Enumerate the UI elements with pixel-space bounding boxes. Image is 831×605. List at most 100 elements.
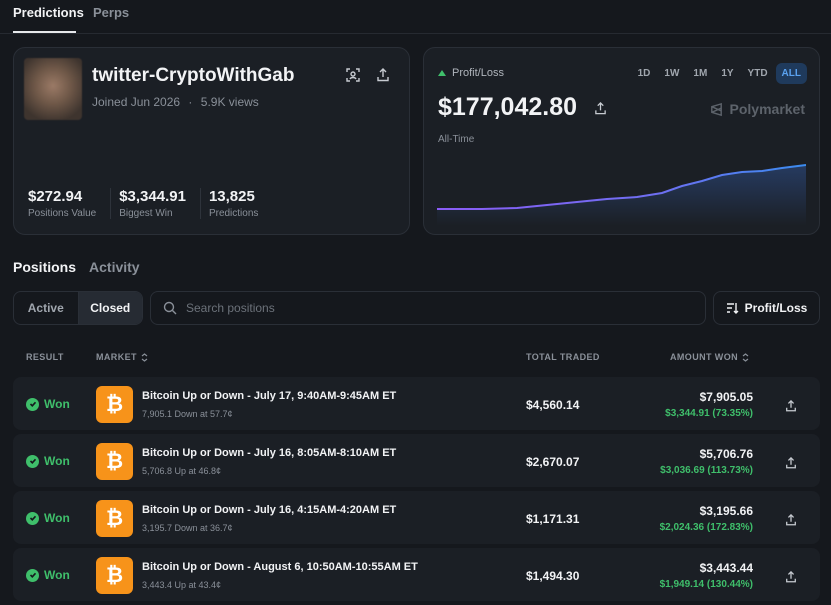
range-all[interactable]: ALL — [775, 63, 807, 84]
check-circle-icon — [26, 511, 39, 525]
result-label: Won — [44, 454, 70, 468]
polymarket-brand: Polymarket — [709, 101, 805, 117]
pnl-line — [437, 164, 806, 210]
header-total-traded: TOTAL TRADED — [526, 352, 600, 362]
range-1m[interactable]: 1M — [693, 68, 708, 79]
stat-value: $272.94 — [28, 188, 83, 205]
active-tab-indicator — [13, 31, 76, 33]
sort-toggle-icon — [141, 352, 148, 362]
profit-amount: $3,344.91 (73.35%) — [665, 408, 753, 419]
table-row[interactable]: Won ₿ Bitcoin Up or Down - July 17, 9:40… — [13, 377, 820, 430]
share-icon[interactable] — [782, 397, 800, 415]
range-1d[interactable]: 1D — [637, 68, 651, 79]
result-label: Won — [44, 568, 70, 582]
market-title[interactable]: Bitcoin Up or Down - July 16, 8:05AM-8:1… — [142, 447, 397, 459]
range-ytd[interactable]: YTD — [747, 68, 768, 79]
sort-icon — [726, 303, 739, 314]
header-market-label: MARKET — [96, 352, 137, 362]
stat-label: Biggest Win — [119, 208, 173, 219]
share-icon[interactable] — [782, 511, 800, 529]
section-tabs: Positions Activity — [13, 259, 140, 275]
result-cell: Won — [26, 511, 70, 525]
table-row[interactable]: Won ₿ Bitcoin Up or Down - August 6, 10:… — [13, 548, 820, 601]
stat-predictions: 13,825 Predictions — [199, 188, 272, 219]
range-1y[interactable]: 1Y — [721, 68, 734, 79]
stat-label: Predictions — [208, 208, 259, 219]
toggle-active[interactable]: Active — [27, 301, 64, 315]
total-traded: $1,494.30 — [526, 569, 580, 583]
total-traded: $1,171.31 — [526, 512, 580, 526]
tab-activity[interactable]: Activity — [89, 259, 140, 275]
pnl-label: Profit/Loss — [452, 67, 504, 79]
polymarket-label: Polymarket — [729, 101, 805, 117]
profile-stats: $272.94 Positions Value $3,344.91 Bigges… — [28, 188, 272, 219]
search-input[interactable] — [186, 301, 686, 315]
result-cell: Won — [26, 454, 70, 468]
top-tabs: Predictions Perps — [0, 0, 831, 34]
profit-amount: $2,024.36 (172.83%) — [659, 522, 753, 533]
joined-date: Joined Jun 2026 — [92, 95, 181, 109]
tab-positions[interactable]: Positions — [13, 259, 77, 275]
stat-biggest-win: $3,344.91 Biggest Win — [110, 188, 200, 219]
username: twitter-CryptoWithGab — [92, 65, 295, 86]
stat-value: $3,344.91 — [119, 188, 186, 205]
sort-toggle-icon — [742, 352, 749, 362]
share-icon[interactable] — [782, 454, 800, 472]
sort-label: Profit/Loss — [744, 301, 808, 315]
check-circle-icon — [26, 397, 39, 411]
bitcoin-icon: ₿ — [96, 386, 133, 423]
market-position: 7,905.1 Down at 57.7¢ — [142, 409, 233, 419]
bitcoin-icon: ₿ — [96, 500, 133, 537]
header-result: RESULT — [26, 352, 64, 362]
table-row[interactable]: Won ₿ Bitcoin Up or Down - July 16, 8:05… — [13, 434, 820, 487]
market-title[interactable]: Bitcoin Up or Down - July 17, 9:40AM-9:4… — [142, 390, 397, 402]
result-label: Won — [44, 397, 70, 411]
range-1w[interactable]: 1W — [664, 68, 680, 79]
bitcoin-icon: ₿ — [96, 443, 133, 480]
total-traded: $2,670.07 — [526, 455, 580, 469]
amount-won: $7,905.05 — [699, 390, 753, 404]
toggle-closed[interactable]: Closed — [77, 292, 142, 324]
bitcoin-icon: ₿ — [96, 557, 133, 594]
polymarket-logo-icon — [710, 102, 722, 116]
search-icon — [163, 301, 177, 315]
result-label: Won — [44, 511, 70, 525]
stat-label: Positions Value — [28, 208, 97, 219]
amount-won: $3,195.66 — [699, 504, 753, 518]
profit-amount: $1,949.14 (130.44%) — [659, 579, 753, 590]
table-header: RESULT MARKET TOTAL TRADED AMOUNT WON — [13, 344, 820, 368]
stat-positions-value: $272.94 Positions Value — [28, 188, 110, 219]
stat-value: 13,825 — [208, 188, 255, 205]
total-traded: $4,560.14 — [526, 398, 580, 412]
market-position: 3,195.7 Down at 36.7¢ — [142, 523, 233, 533]
pnl-header: Profit/Loss — [438, 67, 504, 79]
status-toggle: Active Closed — [13, 291, 143, 325]
amount-won: $3,443.44 — [699, 561, 753, 575]
tab-predictions[interactable]: Predictions — [13, 5, 84, 20]
market-position: 3,443.4 Up at 43.4¢ — [142, 580, 222, 590]
avatar — [24, 58, 82, 120]
result-cell: Won — [26, 568, 70, 582]
profit-loss-card: Profit/Loss 1D 1W 1M 1Y YTD ALL $177,042… — [423, 47, 820, 235]
market-title[interactable]: Bitcoin Up or Down - August 6, 10:50AM-1… — [142, 561, 418, 573]
meta-separator: · — [188, 95, 193, 109]
profile-meta: Joined Jun 2026 · 5.9K views — [92, 95, 259, 109]
market-title[interactable]: Bitcoin Up or Down - July 16, 4:15AM-4:2… — [142, 504, 397, 516]
profile-card: twitter-CryptoWithGab Joined Jun 2026 · … — [13, 47, 410, 235]
time-range-tabs: 1D 1W 1M 1Y YTD ALL — [632, 63, 807, 84]
scan-icon[interactable] — [344, 66, 362, 84]
share-icon[interactable] — [374, 66, 392, 84]
trend-up-icon — [438, 70, 446, 76]
tab-perps[interactable]: Perps — [93, 5, 130, 20]
pnl-value: $177,042.80 — [438, 93, 578, 121]
table-row[interactable]: Won ₿ Bitcoin Up or Down - July 16, 4:15… — [13, 491, 820, 544]
share-icon[interactable] — [782, 568, 800, 586]
amount-won: $5,706.76 — [699, 447, 753, 461]
header-amount-won[interactable]: AMOUNT WON — [670, 352, 749, 362]
positions-list: Won ₿ Bitcoin Up or Down - July 17, 9:40… — [13, 377, 820, 605]
sort-profit-loss-button[interactable]: Profit/Loss — [713, 291, 820, 325]
market-position: 5,706.8 Up at 46.8¢ — [142, 466, 222, 476]
header-market[interactable]: MARKET — [96, 352, 148, 362]
profit-amount: $3,036.69 (113.73%) — [660, 465, 753, 476]
pnl-share-icon[interactable] — [591, 99, 609, 117]
